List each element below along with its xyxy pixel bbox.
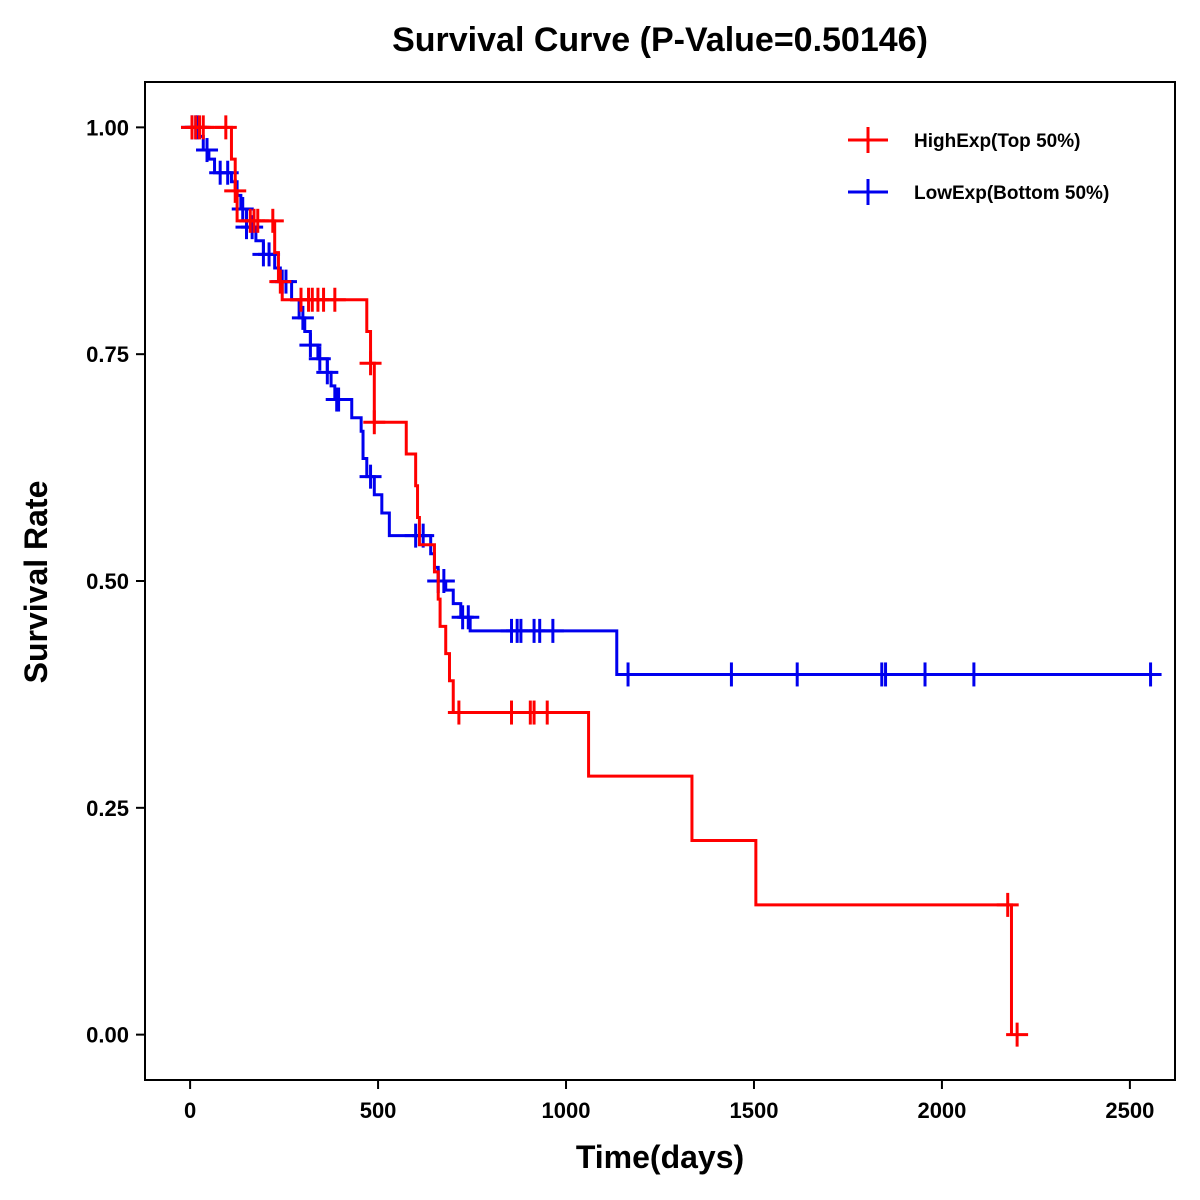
y-tick-label: 1.00	[86, 115, 129, 140]
series-lowexp	[180, 115, 1162, 687]
x-axis-label: Time(days)	[576, 1139, 744, 1175]
y-tick-label: 0.25	[86, 796, 129, 821]
series-layer	[180, 115, 1162, 1047]
y-tick-label: 0.50	[86, 569, 129, 594]
y-axis: 0.00 0.25 0.50 0.75 1.00	[86, 115, 145, 1048]
x-axis: 0 500 1000 1500 2000 2500	[184, 1080, 1154, 1123]
chart-title: Survival Curve (P-Value=0.50146)	[392, 21, 928, 59]
x-tick-label: 0	[184, 1098, 196, 1123]
legend-item-highexp: HighExp(Top 50%)	[848, 127, 1080, 153]
x-tick-label: 1500	[730, 1098, 779, 1123]
survival-line-highexp	[190, 125, 1013, 1035]
series-highexp	[180, 115, 1029, 1047]
x-tick-label: 2000	[917, 1098, 966, 1123]
legend: HighExp(Top 50%) LowExp(Bottom 50%)	[848, 127, 1109, 205]
y-tick-label: 0.75	[86, 342, 129, 367]
x-tick-label: 1000	[542, 1098, 591, 1123]
y-tick-label: 0.00	[86, 1023, 129, 1048]
x-tick-label: 2500	[1105, 1098, 1154, 1123]
x-tick-label: 500	[360, 1098, 397, 1123]
y-axis-label: Survival Rate	[18, 481, 54, 684]
legend-label-lowexp: LowExp(Bottom 50%)	[914, 183, 1109, 204]
legend-item-lowexp: LowExp(Bottom 50%)	[848, 179, 1109, 205]
legend-label-highexp: HighExp(Top 50%)	[914, 131, 1080, 152]
